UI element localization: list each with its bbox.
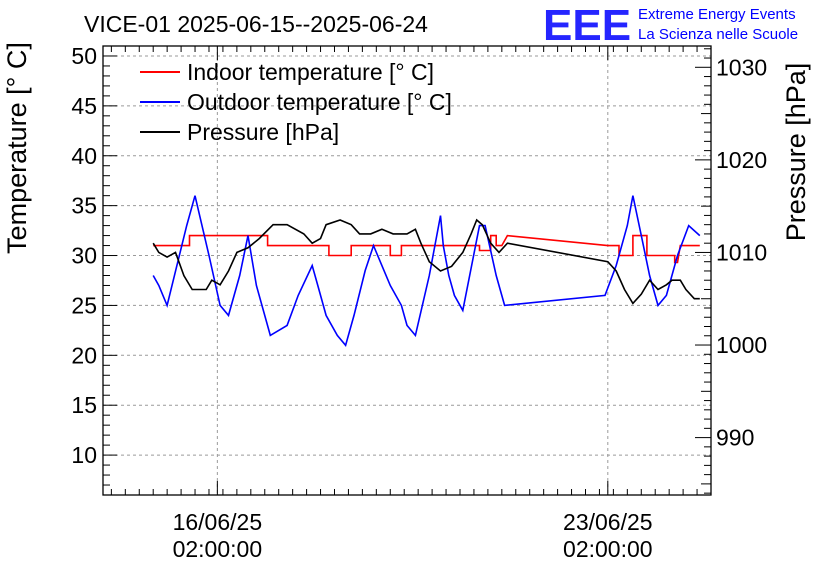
y-tick-label: 40 [71, 143, 97, 169]
x-tick-label-date: 16/06/25 [173, 509, 263, 535]
y-tick-label: 30 [71, 243, 97, 269]
y-tick-label: 50 [71, 43, 97, 69]
legend-label-pressure: Pressure [hPa] [187, 119, 339, 145]
x-tick-label-time: 02:00:00 [173, 536, 263, 562]
y-axis-title: Temperature [° C] [2, 42, 32, 254]
series-line-pressure [152, 218, 700, 305]
series-line-outdoor-temperature [152, 195, 701, 347]
y-tick-label: 45 [71, 93, 97, 119]
y2-tick-label: 1030 [716, 54, 767, 80]
y-tick-label: 20 [71, 342, 97, 368]
y-tick-label: 35 [71, 193, 97, 219]
grid [103, 46, 711, 495]
logo-line1: Extreme Energy Events [638, 6, 796, 23]
chart-title: VICE-01 2025-06-15--2025-06-24 [84, 11, 428, 37]
legend: Indoor temperature [° C] Outdoor temperat… [140, 59, 452, 145]
y2-tick-label: 1000 [716, 332, 767, 358]
right-axis: 990 1000 1010 1020 1030 [695, 48, 767, 494]
y2-axis-title: Pressure [hPa] [781, 63, 811, 242]
y2-tick-label: 1020 [716, 147, 767, 173]
series-line-indoor-temperature [153, 234, 700, 264]
y2-tick-label: 990 [716, 425, 754, 451]
y-tick-label: 25 [71, 292, 97, 318]
y-tick-label: 15 [71, 392, 97, 418]
logo-line2: La Scienza nelle Scuole [638, 26, 798, 43]
eee-logo: EEE Extreme Energy Events La Scienza nel… [543, 1, 798, 50]
legend-label-outdoor-temperature: Outdoor temperature [° C] [187, 89, 452, 115]
y2-tick-label: 1010 [716, 239, 767, 265]
series-layer [152, 195, 701, 347]
left-axis: 10 15 20 25 30 35 40 45 50 [71, 43, 117, 496]
x-tick-label-time: 02:00:00 [563, 536, 653, 562]
x-tick-label-date: 23/06/25 [563, 509, 653, 535]
legend-label-indoor-temperature: Indoor temperature [° C] [187, 59, 434, 85]
logo-mark: EEE [543, 1, 631, 50]
y-tick-label: 10 [71, 442, 97, 468]
